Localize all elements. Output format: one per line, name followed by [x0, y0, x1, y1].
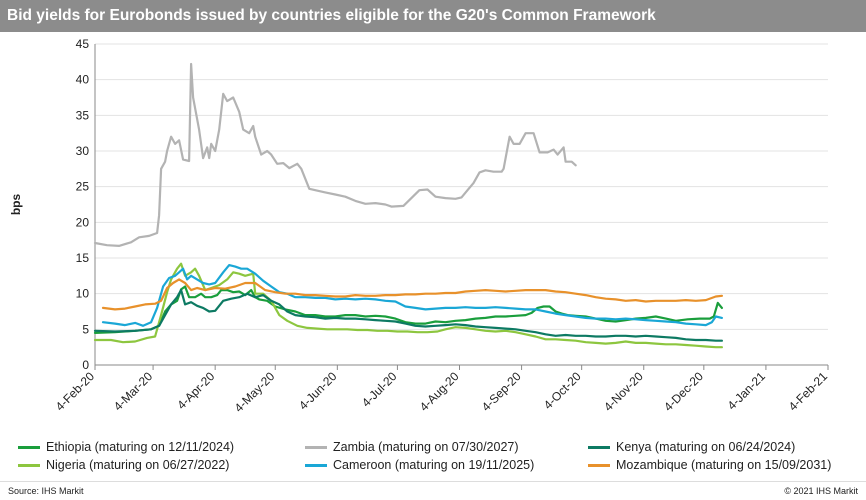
- legend-swatch-mozambique: [588, 463, 610, 467]
- y-tick-label-30: 30: [76, 144, 90, 158]
- legend-swatch-zambia: [305, 445, 327, 449]
- x-tick-label-5: 4-Jul-20: [359, 369, 400, 410]
- y-tick-label-10: 10: [76, 287, 90, 301]
- legend-item-zambia: Zambia (maturing on 07/30/2027): [305, 440, 519, 454]
- legend-label-cameroon: Cameroon (maturing on 19/11/2025): [333, 458, 535, 472]
- series-line-mozambique: [101, 278, 723, 311]
- legend-item-ethiopia: Ethiopia (maturing on 12/11/2024): [18, 440, 234, 454]
- x-tick-label-2: 4-Apr-20: [174, 369, 217, 412]
- y-tick-label-0: 0: [82, 358, 89, 372]
- legend-swatch-cameroon: [305, 463, 327, 467]
- legend-label-kenya: Kenya (maturing on 06/24/2024): [616, 440, 796, 454]
- legend-item-nigeria: Nigeria (maturing on 06/27/2022): [18, 458, 229, 472]
- source-note: Source: IHS Markit: [8, 486, 84, 496]
- series-line-cameroon: [101, 264, 723, 327]
- x-tick-label-4: 4-Jun-20: [296, 369, 340, 413]
- series-line-zambia: [93, 62, 577, 247]
- x-tick-label-6: 4-Aug-20: [417, 369, 462, 414]
- y-tick-label-40: 40: [76, 73, 90, 87]
- series-line-kenya: [93, 289, 723, 342]
- y-tick-label-25: 25: [76, 180, 90, 194]
- x-tick-label-12: 4-Feb-21: [786, 369, 831, 414]
- x-tick-label-1: 4-Mar-20: [111, 369, 156, 414]
- chart-area: 0 5 10 15 20 25 30 35 40 45 4-Feb-20 4-Mar-20 4-Apr-…: [0, 32, 866, 432]
- x-tick-label-11: 4-Jan-21: [725, 369, 769, 413]
- y-tick-label-15: 15: [76, 251, 90, 265]
- y-tick-label-35: 35: [76, 108, 90, 122]
- legend-swatch-ethiopia: [18, 445, 40, 449]
- x-tick-label-7: 4-Sep-20: [479, 369, 524, 414]
- copyright-note: © 2021 IHS Markit: [784, 486, 858, 496]
- legend-label-ethiopia: Ethiopia (maturing on 12/11/2024): [46, 440, 235, 454]
- chart-title: Bid yields for Eurobonds issued by count…: [0, 0, 866, 32]
- x-tick-label-0: 4-Feb-20: [53, 369, 98, 414]
- legend-label-nigeria: Nigeria (maturing on 06/27/2022): [46, 458, 230, 472]
- legend: Ethiopia (maturing on 12/11/2024) Zambia…: [0, 440, 866, 476]
- legend-item-mozambique: Mozambique (maturing on 15/09/2031): [588, 458, 831, 472]
- series-line-ethiopia: [93, 285, 723, 334]
- footer: Source: IHS Markit © 2021 IHS Markit: [0, 481, 866, 500]
- y-tick-label-45: 45: [76, 37, 90, 51]
- legend-label-zambia: Zambia (maturing on 07/30/2027): [333, 440, 519, 454]
- legend-label-mozambique: Mozambique (maturing on 15/09/2031): [616, 458, 832, 472]
- legend-item-cameroon: Cameroon (maturing on 19/11/2025): [305, 458, 534, 472]
- x-tick-label-8: 4-Oct-20: [541, 369, 584, 412]
- line-chart: 0 5 10 15 20 25 30 35 40 45 4-Feb-20 4-Mar-20 4-Apr-…: [9, 37, 831, 415]
- legend-swatch-kenya: [588, 445, 610, 449]
- y-tick-label-5: 5: [82, 322, 89, 336]
- x-tick-label-9: 4-Nov-20: [601, 369, 646, 414]
- legend-swatch-nigeria: [18, 463, 40, 467]
- series-line-nigeria: [93, 262, 723, 349]
- x-tick-label-10: 4-Dec-20: [661, 369, 706, 414]
- x-tick-label-3: 4-May-20: [232, 369, 278, 415]
- legend-item-kenya: Kenya (maturing on 06/24/2024): [588, 440, 795, 454]
- y-tick-label-20: 20: [76, 215, 90, 229]
- y-axis-label: bps: [9, 194, 23, 216]
